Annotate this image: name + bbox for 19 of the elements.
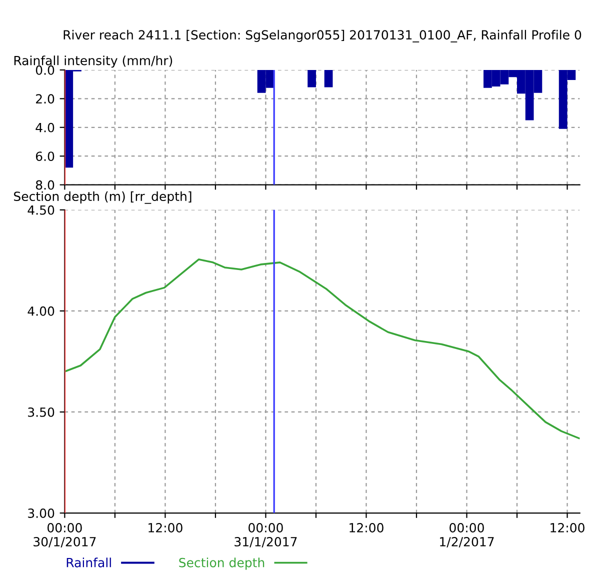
y-tick-label: 3.50 bbox=[28, 407, 54, 417]
x-tick-label: 00:00 31/1/2017 bbox=[234, 522, 297, 548]
x-tick-label: 12:00 bbox=[350, 522, 384, 532]
y-tick-label: 3.00 bbox=[28, 508, 54, 518]
y-tick-label: 4.0 bbox=[36, 122, 54, 132]
y-tick-label: 6.0 bbox=[36, 152, 54, 162]
x-tick-label: 12:00 bbox=[148, 522, 182, 532]
y-tick-label: 8.0 bbox=[36, 180, 54, 190]
legend-label: Section depth bbox=[179, 558, 264, 570]
y-tick-label: 4.00 bbox=[28, 306, 54, 316]
y-tick-label: 2.0 bbox=[36, 94, 54, 104]
x-tick-label: 00:00 30/1/2017 bbox=[34, 522, 96, 548]
x-tick-label: 00:00 1/2/2017 bbox=[440, 522, 494, 548]
y-tick-label: 4.50 bbox=[28, 205, 54, 215]
legend-label: Rainfall bbox=[66, 558, 111, 568]
x-tick-label: 12:00 bbox=[550, 522, 584, 532]
y-axis-title: Section depth (m) [rr_depth] bbox=[14, 191, 192, 204]
chart-title: River reach 2411.1 [Section: SgSelangor055] 20170131_0100_AF, Rainfall Profile 0 bbox=[64, 30, 582, 42]
y-tick-label: 0.0 bbox=[36, 65, 54, 75]
